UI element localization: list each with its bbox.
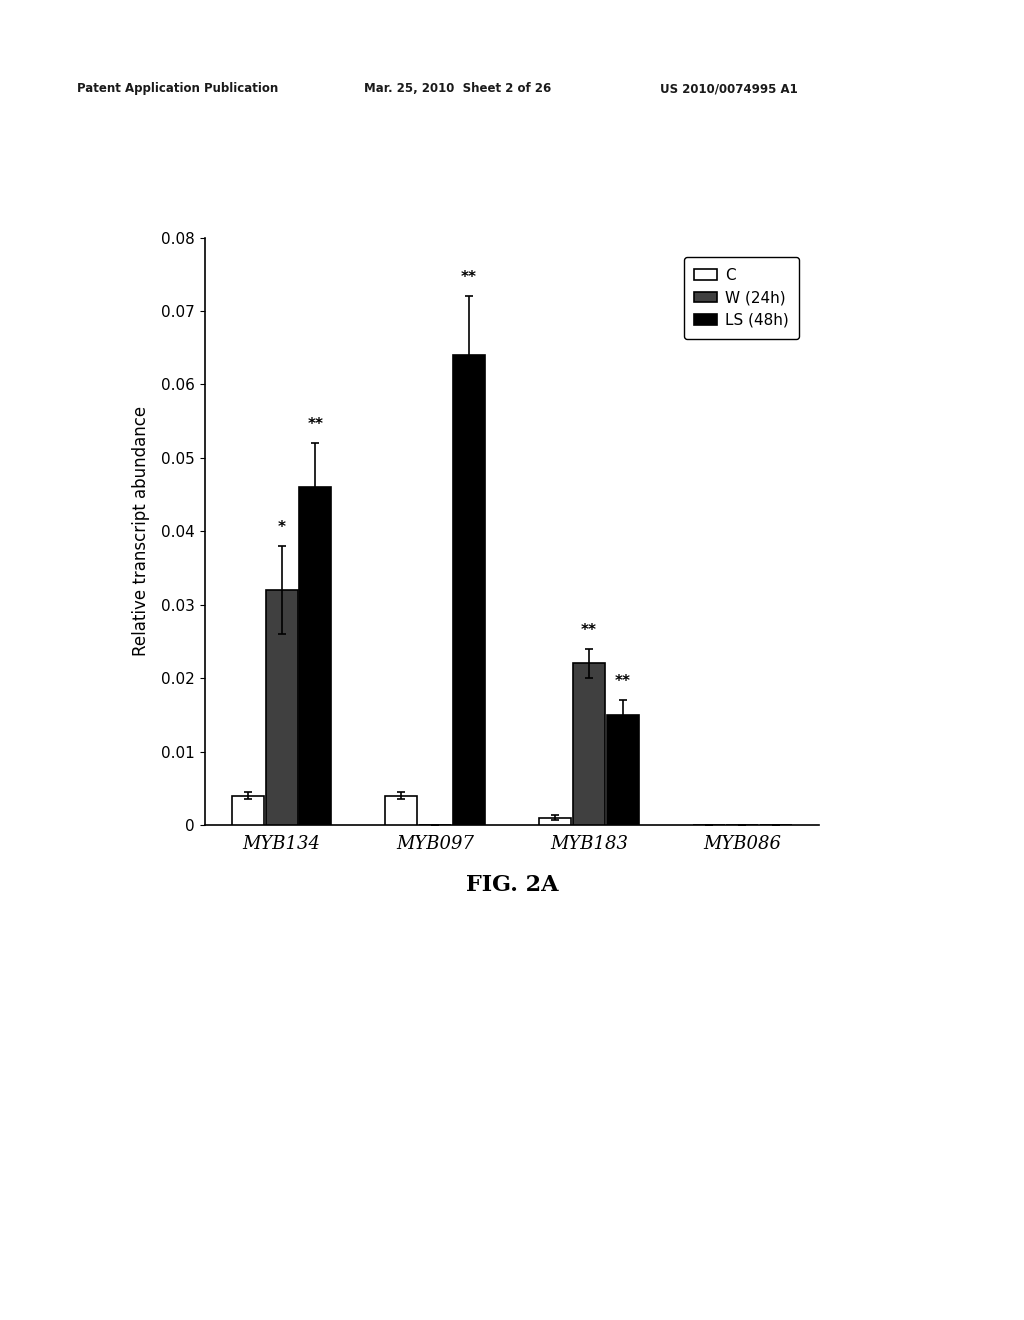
Text: Mar. 25, 2010  Sheet 2 of 26: Mar. 25, 2010 Sheet 2 of 26 <box>364 82 551 95</box>
Text: **: ** <box>461 271 477 285</box>
Text: Patent Application Publication: Patent Application Publication <box>77 82 279 95</box>
Bar <box>606 715 639 825</box>
Text: **: ** <box>614 675 631 689</box>
Text: *: * <box>278 520 286 535</box>
Bar <box>572 664 605 825</box>
Text: **: ** <box>307 417 324 432</box>
Legend: C, W (24h), LS (48h): C, W (24h), LS (48h) <box>684 257 800 339</box>
Text: US 2010/0074995 A1: US 2010/0074995 A1 <box>660 82 799 95</box>
Bar <box>539 817 571 825</box>
Bar <box>385 796 418 825</box>
Bar <box>453 355 485 825</box>
Text: **: ** <box>581 623 597 638</box>
Bar <box>231 796 264 825</box>
Bar <box>265 590 298 825</box>
Y-axis label: Relative transcript abundance: Relative transcript abundance <box>132 407 151 656</box>
Bar <box>299 487 332 825</box>
Text: FIG. 2A: FIG. 2A <box>466 874 558 896</box>
